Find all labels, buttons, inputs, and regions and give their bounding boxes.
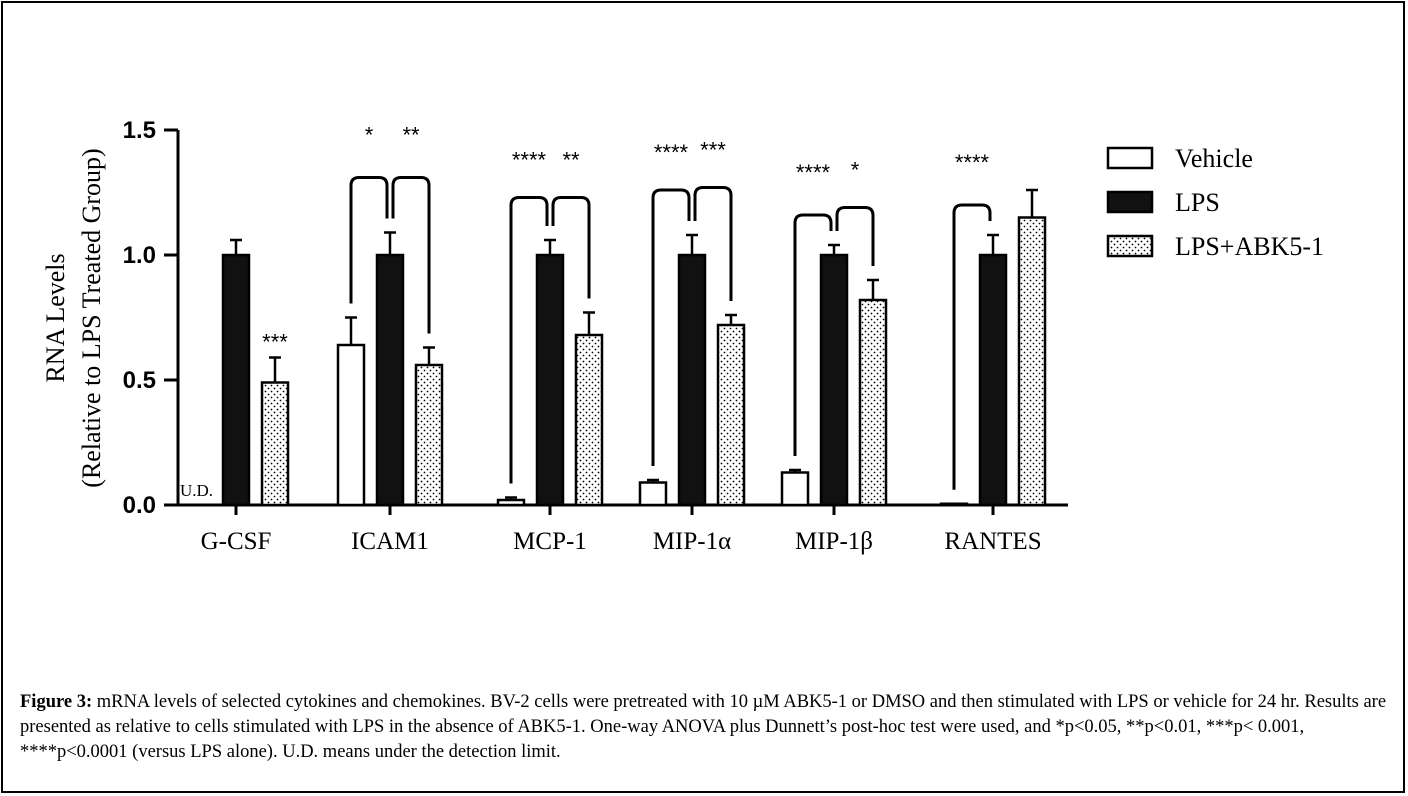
significance-bracket xyxy=(551,196,591,299)
significance-stars: * xyxy=(851,158,860,183)
bar-lps xyxy=(677,253,707,507)
y-tick-label: 0.5 xyxy=(123,367,156,394)
significance-bracket xyxy=(835,206,875,266)
legend-swatch-lps-abk5-1 xyxy=(1106,234,1154,258)
legend: Vehicle LPS LPS+ABK5-1 xyxy=(1106,144,1324,261)
significance-stars: ** xyxy=(562,148,580,173)
significance-stars: **** xyxy=(796,160,831,185)
significance-bracket xyxy=(349,176,389,304)
legend-swatch-vehicle xyxy=(1106,146,1154,170)
significance-bracket xyxy=(952,203,992,490)
significance-stars: * xyxy=(365,123,374,148)
x-tick-label: G-CSF xyxy=(201,528,272,555)
significance-stars: *** xyxy=(262,330,288,355)
bar-vehicle xyxy=(638,481,668,507)
bar-vehicle xyxy=(780,471,810,507)
legend-label: LPS+ABK5-1 xyxy=(1175,232,1324,261)
significance-bracket xyxy=(391,176,431,334)
bar-chart: RNA Levels (Relative to LPS Treated Grou… xyxy=(41,117,1324,555)
bar-lps-abk5-1 xyxy=(574,333,604,507)
caption-text: mRNA levels of selected cytokines and ch… xyxy=(20,692,1387,762)
x-tick-label: MIP-1α xyxy=(653,528,731,555)
y-axis-label-line1: RNA Levels xyxy=(41,253,70,382)
bars xyxy=(221,188,1047,507)
bar-lps-abk5-1 xyxy=(1017,216,1047,507)
legend-swatch-lps xyxy=(1106,190,1154,214)
bar-vehicle xyxy=(336,343,366,507)
significance-stars: *** xyxy=(700,138,726,163)
x-tick-label: MIP-1β xyxy=(795,528,873,555)
legend-label: Vehicle xyxy=(1175,144,1253,173)
x-tick-label: ICAM1 xyxy=(351,528,429,555)
ud-label: U.D. xyxy=(180,481,213,500)
bar-lps-abk5-1 xyxy=(414,363,444,507)
significance-bracket xyxy=(509,196,549,484)
bar-lps xyxy=(819,253,849,507)
bar-vehicle xyxy=(939,502,969,507)
significance-stars: **** xyxy=(654,140,689,165)
bar-lps xyxy=(978,253,1008,507)
bar-vehicle xyxy=(496,498,526,507)
legend-label: LPS xyxy=(1175,188,1220,217)
significance-stars: **** xyxy=(955,150,990,175)
significance-stars: ** xyxy=(402,123,420,148)
bar-lps xyxy=(375,253,405,507)
x-tick-label: RANTES xyxy=(944,528,1041,555)
bar-lps-abk5-1 xyxy=(858,298,888,507)
significance-bracket xyxy=(651,188,691,466)
y-tick-label: 1.0 xyxy=(123,242,156,269)
bar-lps-abk5-1 xyxy=(260,381,290,507)
significance-stars: **** xyxy=(512,148,547,173)
y-tick-label: 0.0 xyxy=(123,492,156,519)
y-tick-label: 1.5 xyxy=(123,117,156,144)
y-axis-label-line2: (Relative to LPS Treated Group) xyxy=(77,148,106,487)
figure-caption: Figure 3: mRNA levels of selected cytoki… xyxy=(20,690,1392,765)
significance-bracket xyxy=(693,186,733,301)
x-tick-label: MCP-1 xyxy=(513,528,587,555)
bar-lps xyxy=(221,253,251,507)
bar-lps-abk5-1 xyxy=(716,323,746,507)
caption-label: Figure 3: xyxy=(20,692,93,712)
y-axis-label: RNA Levels (Relative to LPS Treated Grou… xyxy=(41,148,106,487)
axes: 0.0 0.5 1.0 1.5 G-CSF ICAM1 MCP-1 MIP-1α MIP-1β R… xyxy=(123,117,1068,555)
significance-bracket xyxy=(793,213,833,456)
significance-annotations: U.D.**** ****** ** **** ******* * **** xyxy=(180,123,992,500)
bar-lps xyxy=(535,253,565,507)
